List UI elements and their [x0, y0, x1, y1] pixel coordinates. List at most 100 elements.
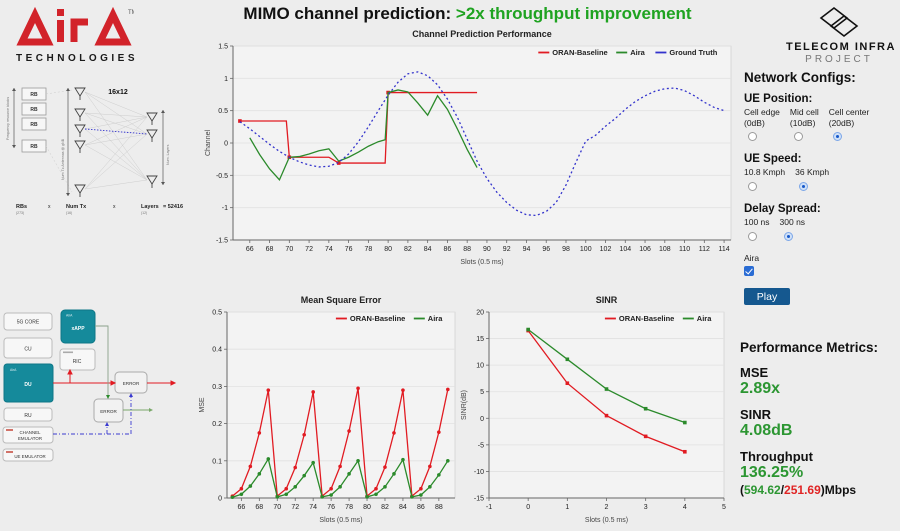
- svg-text:Layers: Layers: [141, 204, 159, 210]
- svg-text:-5: -5: [478, 442, 484, 449]
- rx-antennas: [146, 112, 158, 188]
- ue-speed-label: UE Speed:: [744, 153, 802, 166]
- svg-text:0.4: 0.4: [212, 347, 222, 354]
- mse-metric-label: MSE: [740, 365, 769, 380]
- chart-svg: 66 68 70 72 74 76 78 80 82 84 86 88 90 92 94 96 98 100 102…: [205, 29, 732, 266]
- svg-text:82: 82: [404, 246, 412, 253]
- aira-checkbox[interactable]: [744, 266, 754, 277]
- throughput-baseline-value: 251.69: [784, 483, 821, 497]
- throughput-aira-value: 594.62: [744, 483, 781, 497]
- radio-cell-edge[interactable]: [748, 132, 757, 142]
- title-green: >2x throughput improvement: [451, 4, 692, 23]
- svg-text:4: 4: [683, 504, 687, 511]
- aira-toggle[interactable]: Aira: [744, 253, 896, 282]
- svg-text:86: 86: [417, 504, 425, 511]
- radio-option-speed-108[interactable]: 10.8 Kmph: [744, 167, 785, 196]
- aira-logo: TM TECHNOLOGIES: [16, 6, 146, 64]
- svg-text:(273): (273): [16, 211, 24, 215]
- tip-name: TELECOM INFRA: [786, 41, 896, 53]
- svg-text:RB: RB: [30, 144, 38, 150]
- vendor-mark: [6, 429, 13, 431]
- svg-text:88: 88: [435, 504, 443, 511]
- svg-text:0: 0: [224, 141, 228, 148]
- legend-item-Ground Truth[interactable]: Ground Truth: [655, 48, 718, 57]
- svg-text:0.5: 0.5: [218, 108, 228, 115]
- radio-mid-cell[interactable]: [793, 132, 803, 142]
- radio-speed-36[interactable]: [799, 181, 809, 191]
- svg-text:ERROR: ERROR: [123, 381, 140, 386]
- svg-text:DU: DU: [24, 382, 32, 388]
- svg-text:5: 5: [722, 504, 726, 511]
- svg-text:82: 82: [381, 504, 389, 511]
- svg-text:96: 96: [542, 246, 550, 253]
- svg-text:108: 108: [659, 246, 671, 253]
- svg-text:76: 76: [327, 504, 335, 511]
- metrics-heading: Performance Metrics:: [740, 340, 879, 355]
- svg-text:-15: -15: [474, 496, 484, 503]
- svg-text:= 52416: = 52416: [163, 204, 183, 210]
- svg-text:2: 2: [605, 504, 609, 511]
- legend-item-Aira[interactable]: Aira: [682, 314, 712, 323]
- radio-option-cell-edge[interactable]: Cell edge (0dB): [744, 107, 780, 146]
- svg-text:74: 74: [325, 246, 333, 253]
- tip-logo: TELECOM INFRA PROJECT: [786, 6, 896, 65]
- radio-option-delay-100[interactable]: 100 ns: [744, 217, 770, 246]
- aira-tm: TM: [128, 10, 134, 16]
- legend-item-ORAN-Baseline[interactable]: ORAN-Baseline: [538, 48, 608, 57]
- svg-text:90: 90: [483, 246, 491, 253]
- x-axis-label: Slots (0.5 ms): [585, 517, 628, 524]
- vendor-mark: [6, 451, 13, 453]
- aira-logo-mark: TM: [16, 6, 137, 46]
- play-button[interactable]: Play: [744, 288, 790, 306]
- grid-size-label: 16x12: [108, 89, 128, 96]
- radio-speed-108[interactable]: [748, 181, 757, 191]
- radio-delay-300[interactable]: [783, 231, 793, 241]
- legend-item-ORAN-Baseline[interactable]: ORAN-Baseline: [604, 314, 674, 323]
- svg-text:92: 92: [503, 246, 511, 253]
- svg-text:-1: -1: [222, 205, 228, 212]
- delay-spread-label: Delay Spread:: [744, 202, 821, 215]
- svg-text:0.1: 0.1: [212, 458, 222, 465]
- svg-text:-1: -1: [486, 504, 492, 511]
- tip-project: PROJECT: [805, 54, 873, 65]
- chart-title: SINR: [596, 295, 618, 305]
- radio-option-mid-cell[interactable]: Mid cell (10dB): [790, 107, 819, 146]
- legend-item-Aira[interactable]: Aira: [616, 48, 646, 57]
- svg-text:104: 104: [619, 246, 631, 253]
- svg-text:86: 86: [444, 246, 452, 253]
- svg-text:0.2: 0.2: [212, 421, 222, 428]
- series-ORAN-Baseline: [239, 91, 478, 164]
- radio-option-speed-36[interactable]: 36 Kmph: [795, 167, 829, 196]
- mse-chart: 66 68 70 72 74 76 78 80 82 84 86 88 0 0.1 0.2 0.3 0.4 0.5…: [197, 292, 462, 526]
- svg-text:94: 94: [523, 246, 531, 253]
- radio-delay-100[interactable]: [748, 231, 757, 241]
- freq-axis-label: Frequency resource blocks: [6, 97, 10, 140]
- svg-text:80: 80: [384, 246, 392, 253]
- svg-text:88: 88: [463, 246, 471, 253]
- legend-item-ORAN-Baseline[interactable]: ORAN-Baseline: [335, 314, 405, 323]
- svg-text:RB: RB: [30, 122, 38, 128]
- svg-text:-1.5: -1.5: [216, 238, 228, 245]
- radio-option-delay-300[interactable]: 300 ns: [780, 217, 805, 246]
- mimo-diagram: Frequency resource blocks RB RB RB RB Nu…: [6, 87, 183, 215]
- radio-cell-center[interactable]: [832, 132, 842, 142]
- svg-text:84: 84: [399, 504, 407, 511]
- aira-tagline: TECHNOLOGIES: [16, 53, 139, 64]
- network-configs-panel: Network Configs: UE Position: Cell edge(…: [744, 70, 896, 306]
- svg-text:78: 78: [345, 504, 353, 511]
- svg-text:-0.5: -0.5: [216, 173, 228, 180]
- svg-text:Aira: Aira: [428, 314, 443, 323]
- x-axis-label: Slots (0.5 ms): [319, 517, 362, 524]
- radio-option-cell-center[interactable]: Cell center (20dB): [829, 107, 869, 146]
- series-Ground Truth: [239, 71, 725, 217]
- system-diagram: 5G CORE CU AirA DU RU CHANNEL EMULATOR U…: [2, 309, 177, 462]
- svg-text:x: x: [48, 204, 51, 210]
- svg-text:114: 114: [718, 246, 729, 253]
- svg-text:78: 78: [364, 246, 372, 253]
- svg-text:72: 72: [305, 246, 313, 253]
- svg-text:15: 15: [476, 336, 484, 343]
- y-axis-label: SINR(dB): [461, 390, 468, 420]
- legend-item-Aira[interactable]: Aira: [413, 314, 443, 323]
- svg-text:xAPP: xAPP: [71, 326, 85, 332]
